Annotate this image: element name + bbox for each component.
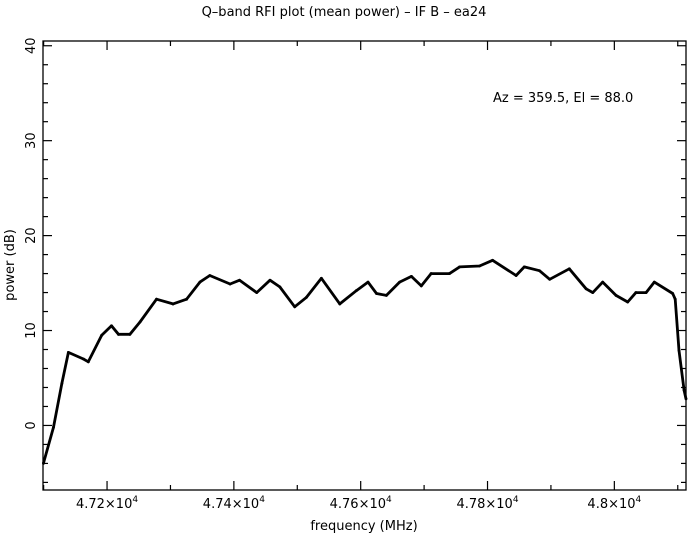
data-point [514, 274, 518, 277]
data-point [419, 284, 423, 288]
chart-title: Q–band RFI plot (mean power) – IF B – ea… [202, 5, 487, 20]
data-point [684, 397, 688, 401]
data-point [384, 294, 388, 297]
data-point [522, 265, 526, 269]
data-point [60, 382, 64, 386]
data-point [155, 297, 158, 301]
data-point [652, 280, 656, 284]
data-point [634, 291, 638, 294]
data-point [238, 278, 241, 282]
data-point [42, 462, 45, 465]
data-point [673, 297, 677, 301]
data-point [185, 297, 189, 301]
y-axis-label: power (dB) [3, 229, 18, 301]
data-point [601, 280, 605, 284]
data-point [671, 292, 675, 295]
axis-ticks [43, 41, 686, 490]
data-points [42, 258, 688, 465]
data-point [228, 282, 232, 286]
data-point [52, 425, 55, 429]
data-point [478, 264, 481, 268]
data-point [375, 292, 378, 295]
data-point [293, 305, 297, 309]
data-point [138, 320, 142, 324]
data-point [591, 291, 595, 294]
x-tick-label: 4.76×104 [330, 495, 392, 512]
y-tick-labels: 0 10 20 30 40 [24, 37, 39, 429]
data-point [110, 324, 113, 328]
data-point [567, 267, 571, 271]
data-point [626, 300, 630, 304]
y-tick-label: 40 [24, 37, 39, 54]
x-tick-labels: 4.72×104 4.74×104 4.76×104 4.78×104 4.8×104 [76, 495, 642, 512]
data-point [255, 291, 259, 294]
data-point [128, 332, 132, 336]
x-tick-label: 4.8×104 [587, 495, 641, 512]
data-point [398, 280, 402, 284]
data-point [81, 357, 85, 361]
data-point [366, 280, 370, 284]
series-line-mean-power [42, 258, 688, 464]
y-tick-label: 30 [24, 132, 39, 149]
plot-frame [42, 40, 687, 491]
y-tick-label: 0 [24, 421, 39, 429]
x-tick-label: 4.74×104 [203, 495, 265, 512]
y-tick-label: 10 [24, 322, 39, 339]
data-point [66, 350, 70, 354]
data-point [100, 333, 104, 337]
data-point [491, 258, 494, 262]
az-el-annotation: Az = 359.5, El = 88.0 [493, 91, 633, 106]
x-axis-label: frequency (MHz) [310, 519, 417, 534]
data-point [86, 360, 90, 364]
data-point [548, 277, 552, 281]
data-point [448, 272, 451, 275]
data-point [584, 287, 588, 291]
data-point [305, 295, 308, 299]
data-point [644, 291, 648, 294]
x-tick-label: 4.72×104 [76, 495, 138, 512]
data-point [268, 278, 272, 282]
data-point [319, 276, 323, 280]
x-tick-label: 4.78×104 [456, 495, 518, 512]
data-point [354, 289, 358, 293]
data-point [278, 285, 282, 289]
data-point [458, 265, 462, 269]
data-point [117, 332, 120, 336]
data-point [338, 302, 342, 306]
y-tick-label: 20 [24, 227, 39, 244]
data-point [614, 294, 618, 297]
data-point [410, 275, 413, 278]
data-point [682, 388, 686, 392]
data-point [538, 269, 541, 273]
data-point [171, 302, 175, 306]
data-point [208, 274, 212, 277]
data-point [198, 280, 202, 284]
data-point [429, 272, 433, 275]
data-point [677, 349, 681, 352]
